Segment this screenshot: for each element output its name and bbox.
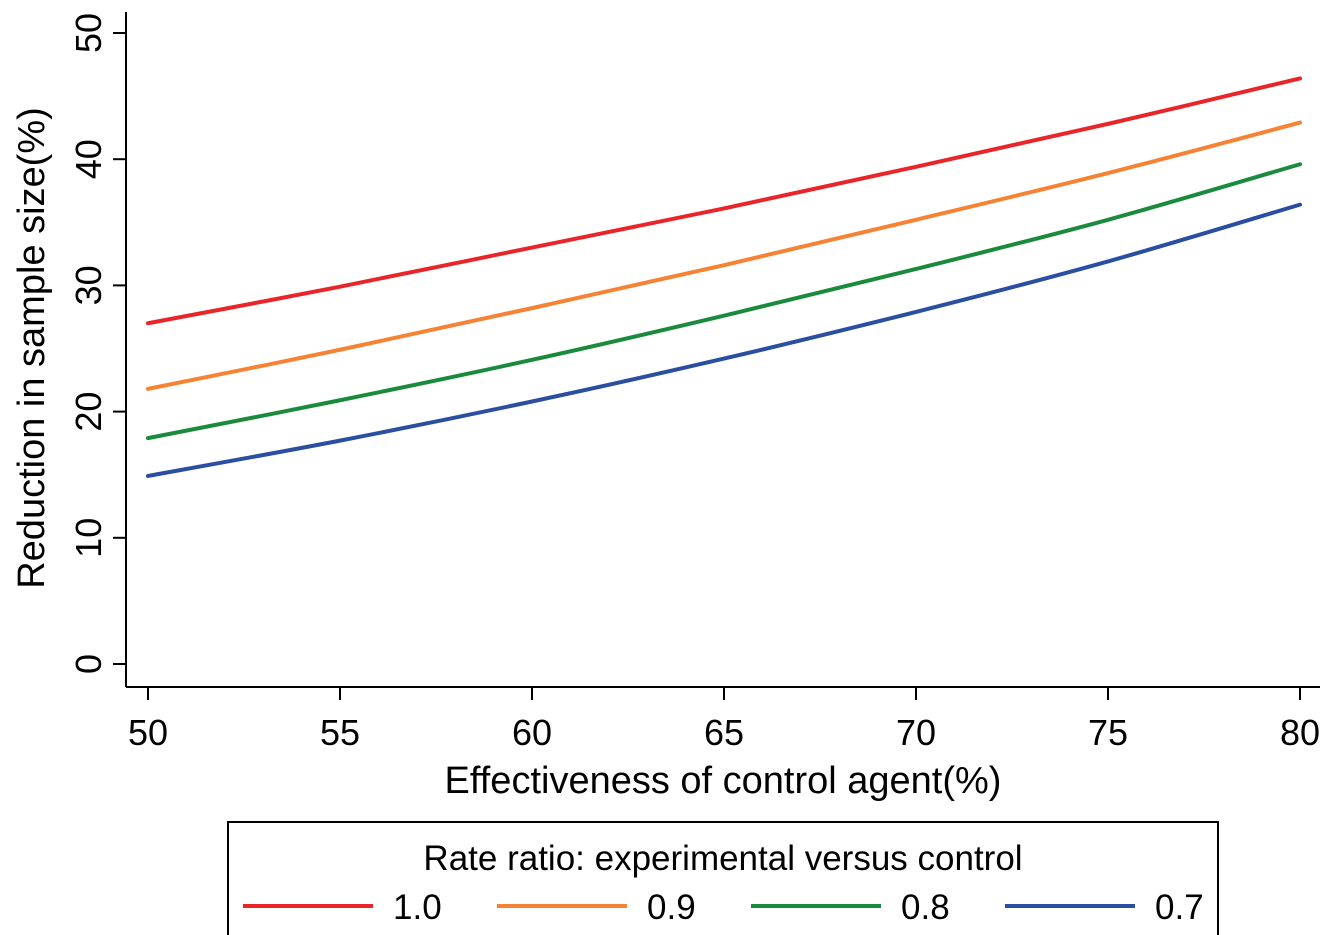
y-tick-label: 30 xyxy=(68,265,109,305)
x-tick-label: 50 xyxy=(128,712,168,753)
series-layer xyxy=(146,76,1302,478)
y-tick-label: 20 xyxy=(68,392,109,432)
y-tick-label: 0 xyxy=(68,654,109,674)
legend: Rate ratio: experimental versus control … xyxy=(227,821,1219,935)
x-tick-label: 65 xyxy=(704,712,744,753)
x-tick-label: 60 xyxy=(512,712,552,753)
legend-box xyxy=(227,821,1219,935)
x-tick-label: 80 xyxy=(1280,712,1320,753)
legend-label: 0.8 xyxy=(901,888,950,927)
y-tick-label: 50 xyxy=(68,13,109,53)
legend-items: 1.0 0.9 0.8 0.7 xyxy=(243,888,1204,927)
series-line-1-0 xyxy=(146,76,1302,326)
series-line-0-7 xyxy=(146,202,1302,478)
y-axis-title: Reduction in sample size(%) xyxy=(11,107,53,589)
series-line-0-8 xyxy=(146,162,1302,441)
x-tick-label: 55 xyxy=(320,712,360,753)
legend-label: 0.9 xyxy=(647,888,696,927)
y-tick-label: 40 xyxy=(68,139,109,179)
x-tick-label: 70 xyxy=(896,712,936,753)
x-axis-title: Effectiveness of control agent(%) xyxy=(445,760,1002,802)
x-tick-label: 75 xyxy=(1088,712,1128,753)
legend-label: 0.7 xyxy=(1155,888,1204,927)
series-line-0-9 xyxy=(146,120,1302,391)
legend-title: Rate ratio: experimental versus control xyxy=(423,839,1022,878)
y-tick-label: 10 xyxy=(68,518,109,558)
axes: 50 55 60 65 70 75 80 0 10 20 30 40 50 xyxy=(68,12,1320,753)
legend-label: 1.0 xyxy=(393,888,442,927)
